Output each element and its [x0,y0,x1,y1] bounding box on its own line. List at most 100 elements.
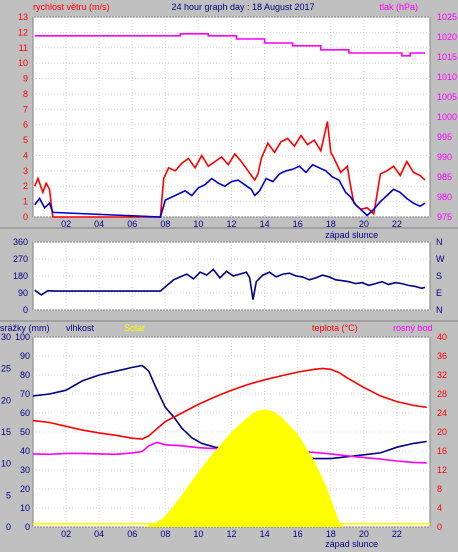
temperature-tick-label: 0 [437,522,442,532]
x-tick-label: 20 [359,529,369,539]
dewpoint-line [32,441,427,464]
humidity-axis-label: vlhkost [66,323,95,333]
wind-direction-line [34,268,426,300]
humidity-tick-label: 80 [20,370,30,380]
humidity-tick-label: 10 [20,503,30,513]
temperature-axis-label: teplota (°C) [312,323,358,333]
temperature-tick-label: 40 [437,332,447,342]
left-tick-label: 12 [18,27,28,37]
left-axis-label: rychlost větru (m/s) [33,2,110,12]
left-tick-label: 180 [13,271,28,281]
left-tick-label: 0 [23,305,28,315]
right-tick-label: 1000 [437,112,457,122]
left-tick-label: 11 [19,43,28,53]
x-tick-label: 18 [326,529,336,539]
x-tick-label: 08 [160,219,170,229]
left-tick-label: 270 [13,254,28,264]
x-tick-label: 14 [260,219,270,229]
x-tick-label: 16 [293,529,303,539]
rain-tick-label: 0 [6,522,11,532]
right-tick-label: 1005 [437,92,457,102]
x-tick-label: 22 [392,529,402,539]
sunset-annotation: západ slunce [325,230,378,240]
x-tick-label: 12 [226,219,236,229]
left-tick-label: 10 [18,58,28,68]
left-tick-label: 360 [13,237,28,247]
rain-axis-label: srážky (mm) [0,323,50,333]
humidity-tick-label: 100 [15,332,30,342]
x-tick-label: 18 [326,219,336,229]
rain-tick-label: 5 [6,490,11,500]
solar-area [33,409,430,527]
left-tick-label: 4 [23,150,28,160]
rain-tick-label: 10 [1,459,11,469]
left-tick-label: 2 [23,181,28,191]
x-tick-label: 04 [94,219,104,229]
humidity-tick-label: 40 [20,446,30,456]
left-tick-label: 6 [23,120,28,130]
x-tick-label: 12 [226,529,236,539]
x-tick-label: 10 [193,529,203,539]
temperature-tick-label: 24 [437,408,447,418]
series-line-2 [34,163,426,218]
temperature-tick-label: 32 [437,370,447,380]
x-tick-label: 02 [61,219,71,229]
left-tick-label: 7 [23,104,28,114]
right-tick-label: 985 [437,172,452,182]
sunset-annotation: západ slunce [325,539,378,549]
rain-tick-label: 15 [1,427,11,437]
temperature-tick-label: 20 [437,427,447,437]
temperature-tick-label: 4 [437,503,442,513]
right-axis-label: tlak (hPa) [379,2,418,12]
x-tick-label: 10 [193,219,203,229]
temperature-line [32,367,427,440]
x-tick-label: 02 [61,529,71,539]
left-tick-label: 8 [23,89,28,99]
humidity-tick-label: 70 [20,389,30,399]
x-tick-label: 16 [293,219,303,229]
x-tick-label: 14 [260,529,270,539]
right-tick-label: 1010 [437,72,457,82]
left-tick-label: 5 [23,135,28,145]
right-tick-label: 980 [437,192,452,202]
humidity-tick-label: 90 [20,351,30,361]
compass-label: S [436,271,442,281]
series-line-3 [34,33,425,57]
right-tick-label: 1015 [437,52,457,62]
rain-tick-label: 25 [1,364,11,374]
left-tick-label: 0 [23,212,28,222]
compass-label: E [436,288,442,298]
x-tick-label: 06 [127,219,137,229]
temperature-tick-label: 8 [437,484,442,494]
right-tick-label: 1020 [437,32,457,42]
right-tick-label: 975 [437,212,452,222]
solar-axis-label: Solar [124,323,145,333]
compass-label: N [436,305,443,315]
right-tick-label: 1025 [437,12,457,22]
x-tick-label: 08 [160,529,170,539]
x-tick-label: 06 [127,529,137,539]
right-tick-label: 995 [437,132,452,142]
left-tick-label: 90 [18,288,28,298]
x-tick-label: 20 [359,219,369,229]
left-tick-label: 1 [23,197,28,207]
rain-tick-label: 20 [1,395,11,405]
temperature-tick-label: 36 [437,351,447,361]
temperature-tick-label: 12 [437,465,447,475]
temperature-tick-label: 16 [437,446,447,456]
humidity-tick-label: 20 [20,484,30,494]
x-tick-label: 04 [94,529,104,539]
left-tick-label: 3 [23,166,28,176]
humidity-tick-label: 60 [20,408,30,418]
temperature-tick-label: 28 [437,389,447,399]
dewpoint-axis-label: rosný bod [393,323,433,333]
rain-tick-label: 30 [1,332,11,342]
x-tick-label: 22 [392,219,402,229]
left-tick-label: 13 [18,12,28,22]
chart-title: 24 hour graph day : 18 August 2017 [171,2,314,12]
compass-label: W [436,254,445,264]
compass-label: N [436,237,443,247]
humidity-tick-label: 50 [20,427,30,437]
right-tick-label: 990 [437,152,452,162]
